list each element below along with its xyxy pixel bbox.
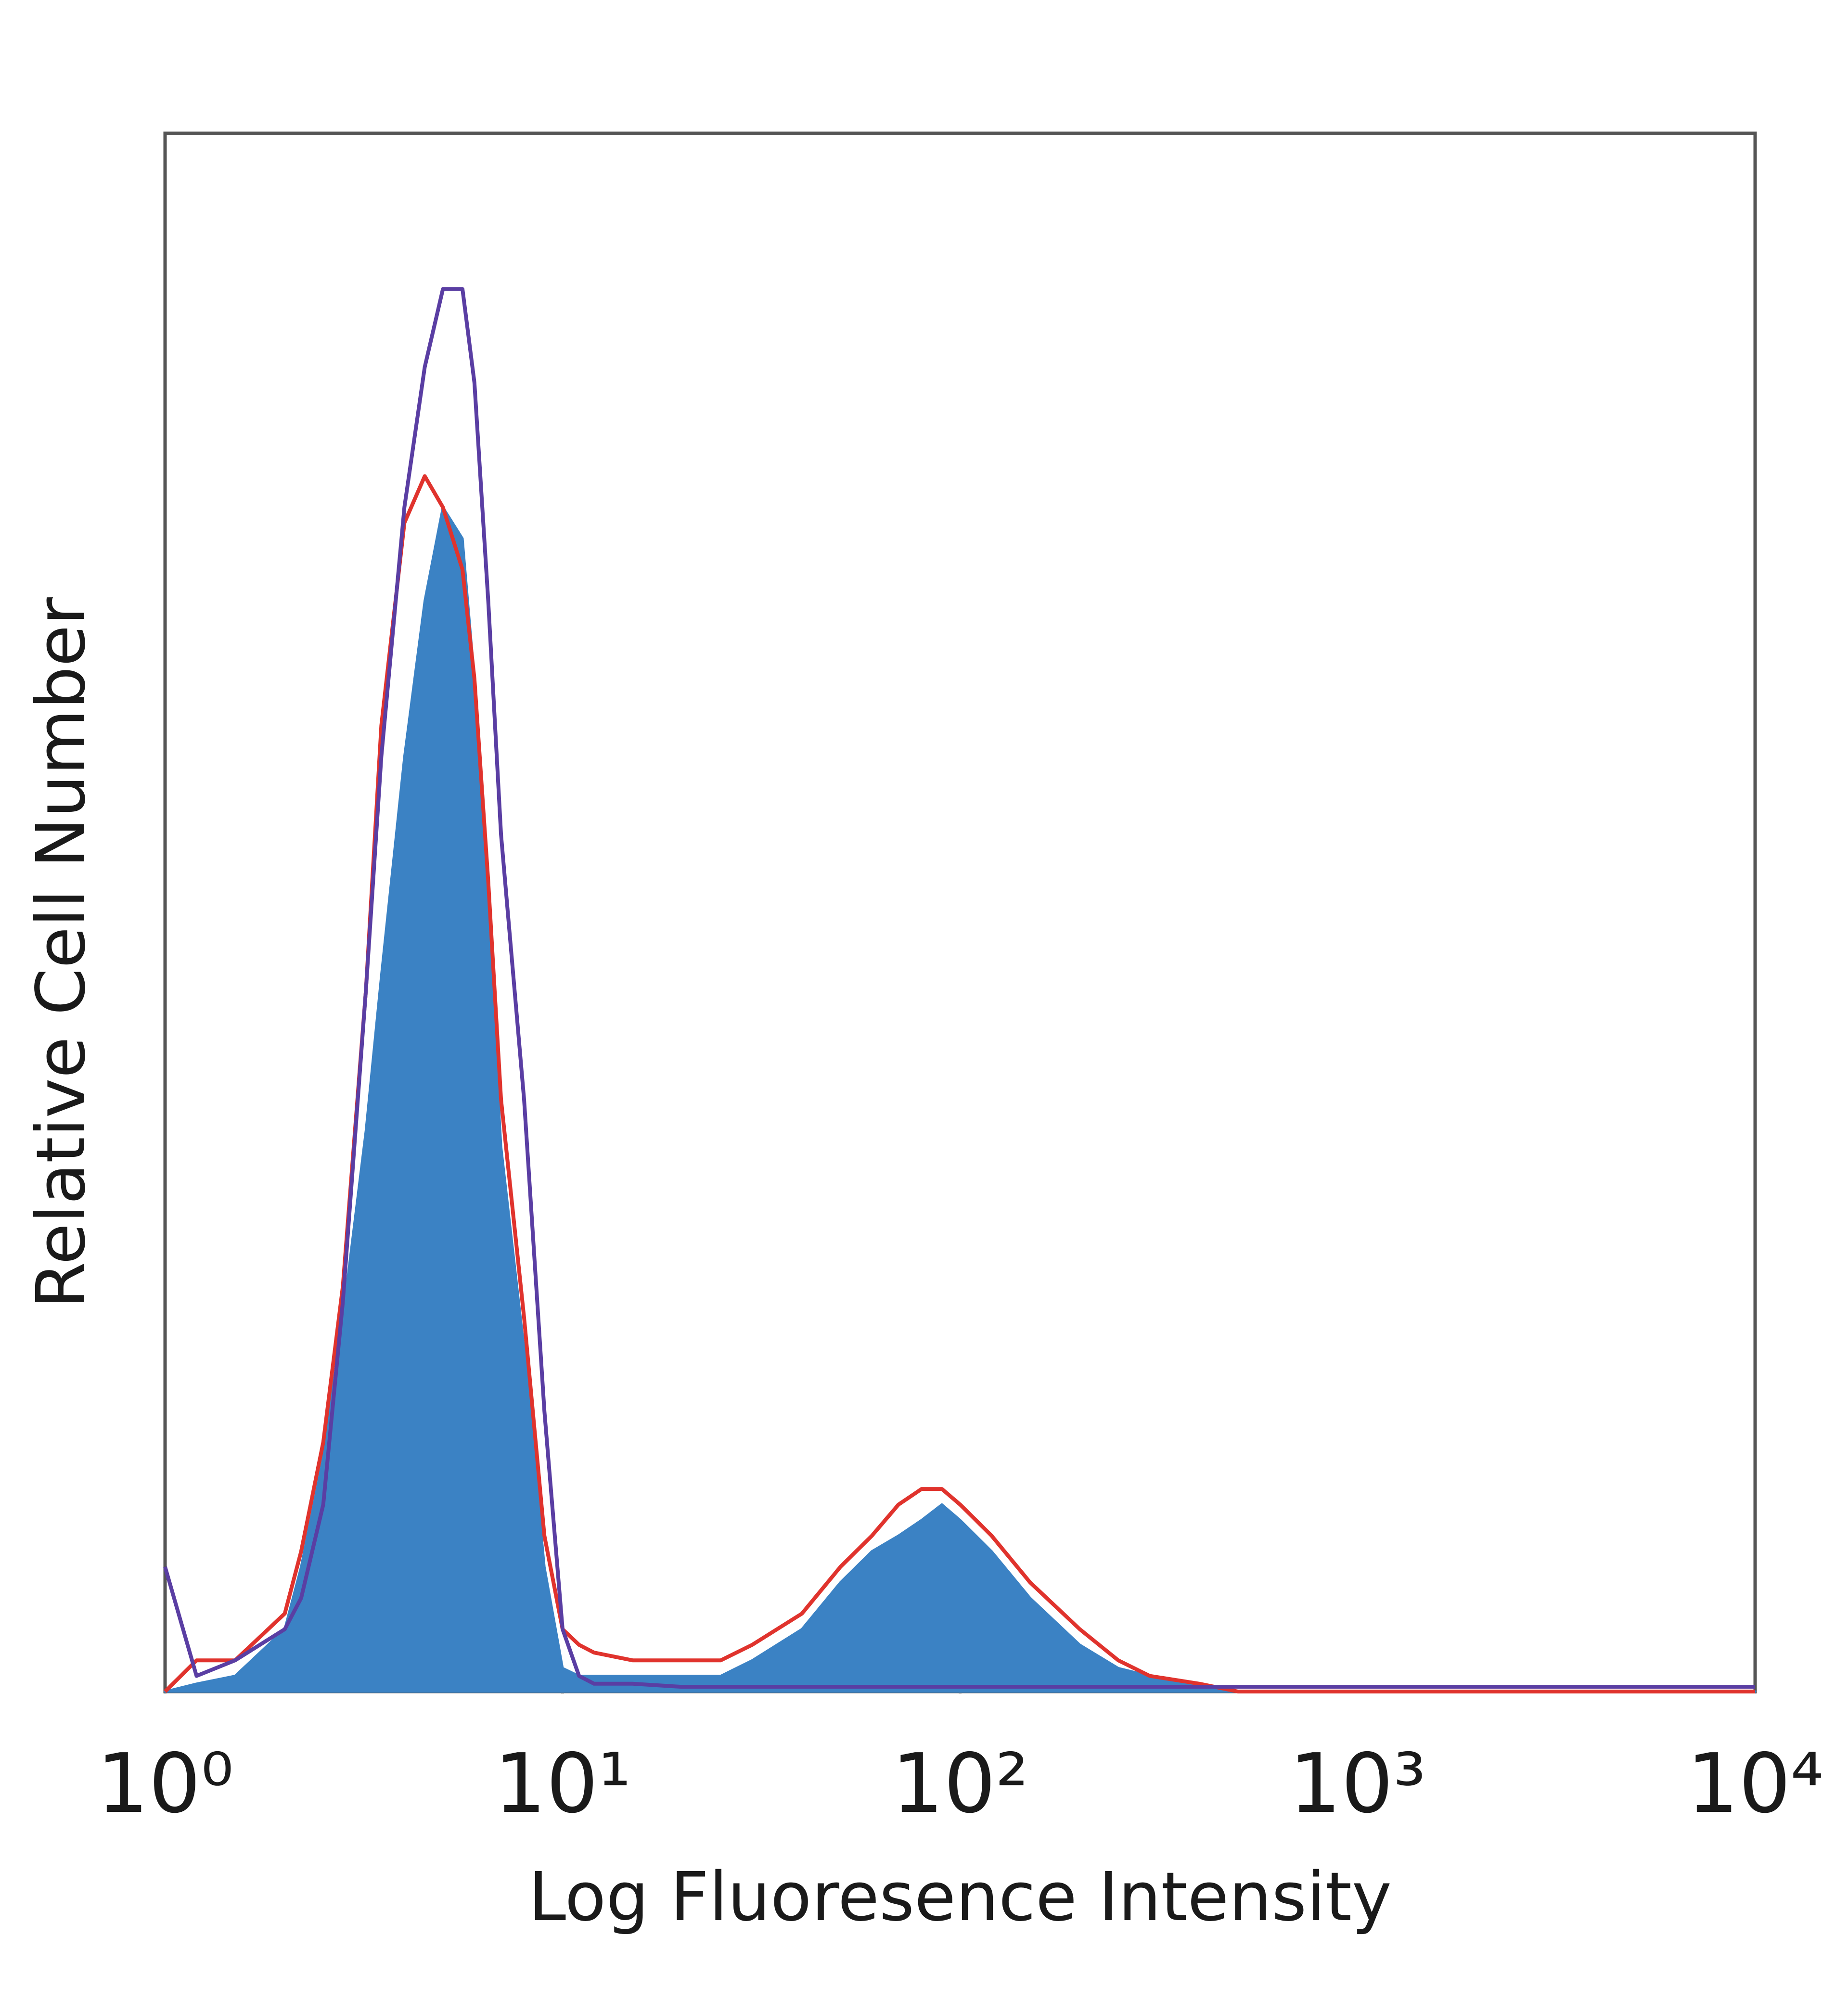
x-tick-label: 10¹ [494,1736,631,1832]
x-tick-label: 10⁴ [1687,1736,1823,1832]
x-tick-label: 10³ [1289,1736,1426,1832]
x-axis-label: Log Fluoresence Intensity [528,1858,1392,1936]
x-tick-label: 10⁰ [97,1736,233,1832]
y-axis-label: Relative Cell Number [22,597,101,1308]
histogram-line [163,287,1755,1689]
x-tick-label: 10² [892,1736,1028,1832]
histogram-area [164,506,1757,1693]
